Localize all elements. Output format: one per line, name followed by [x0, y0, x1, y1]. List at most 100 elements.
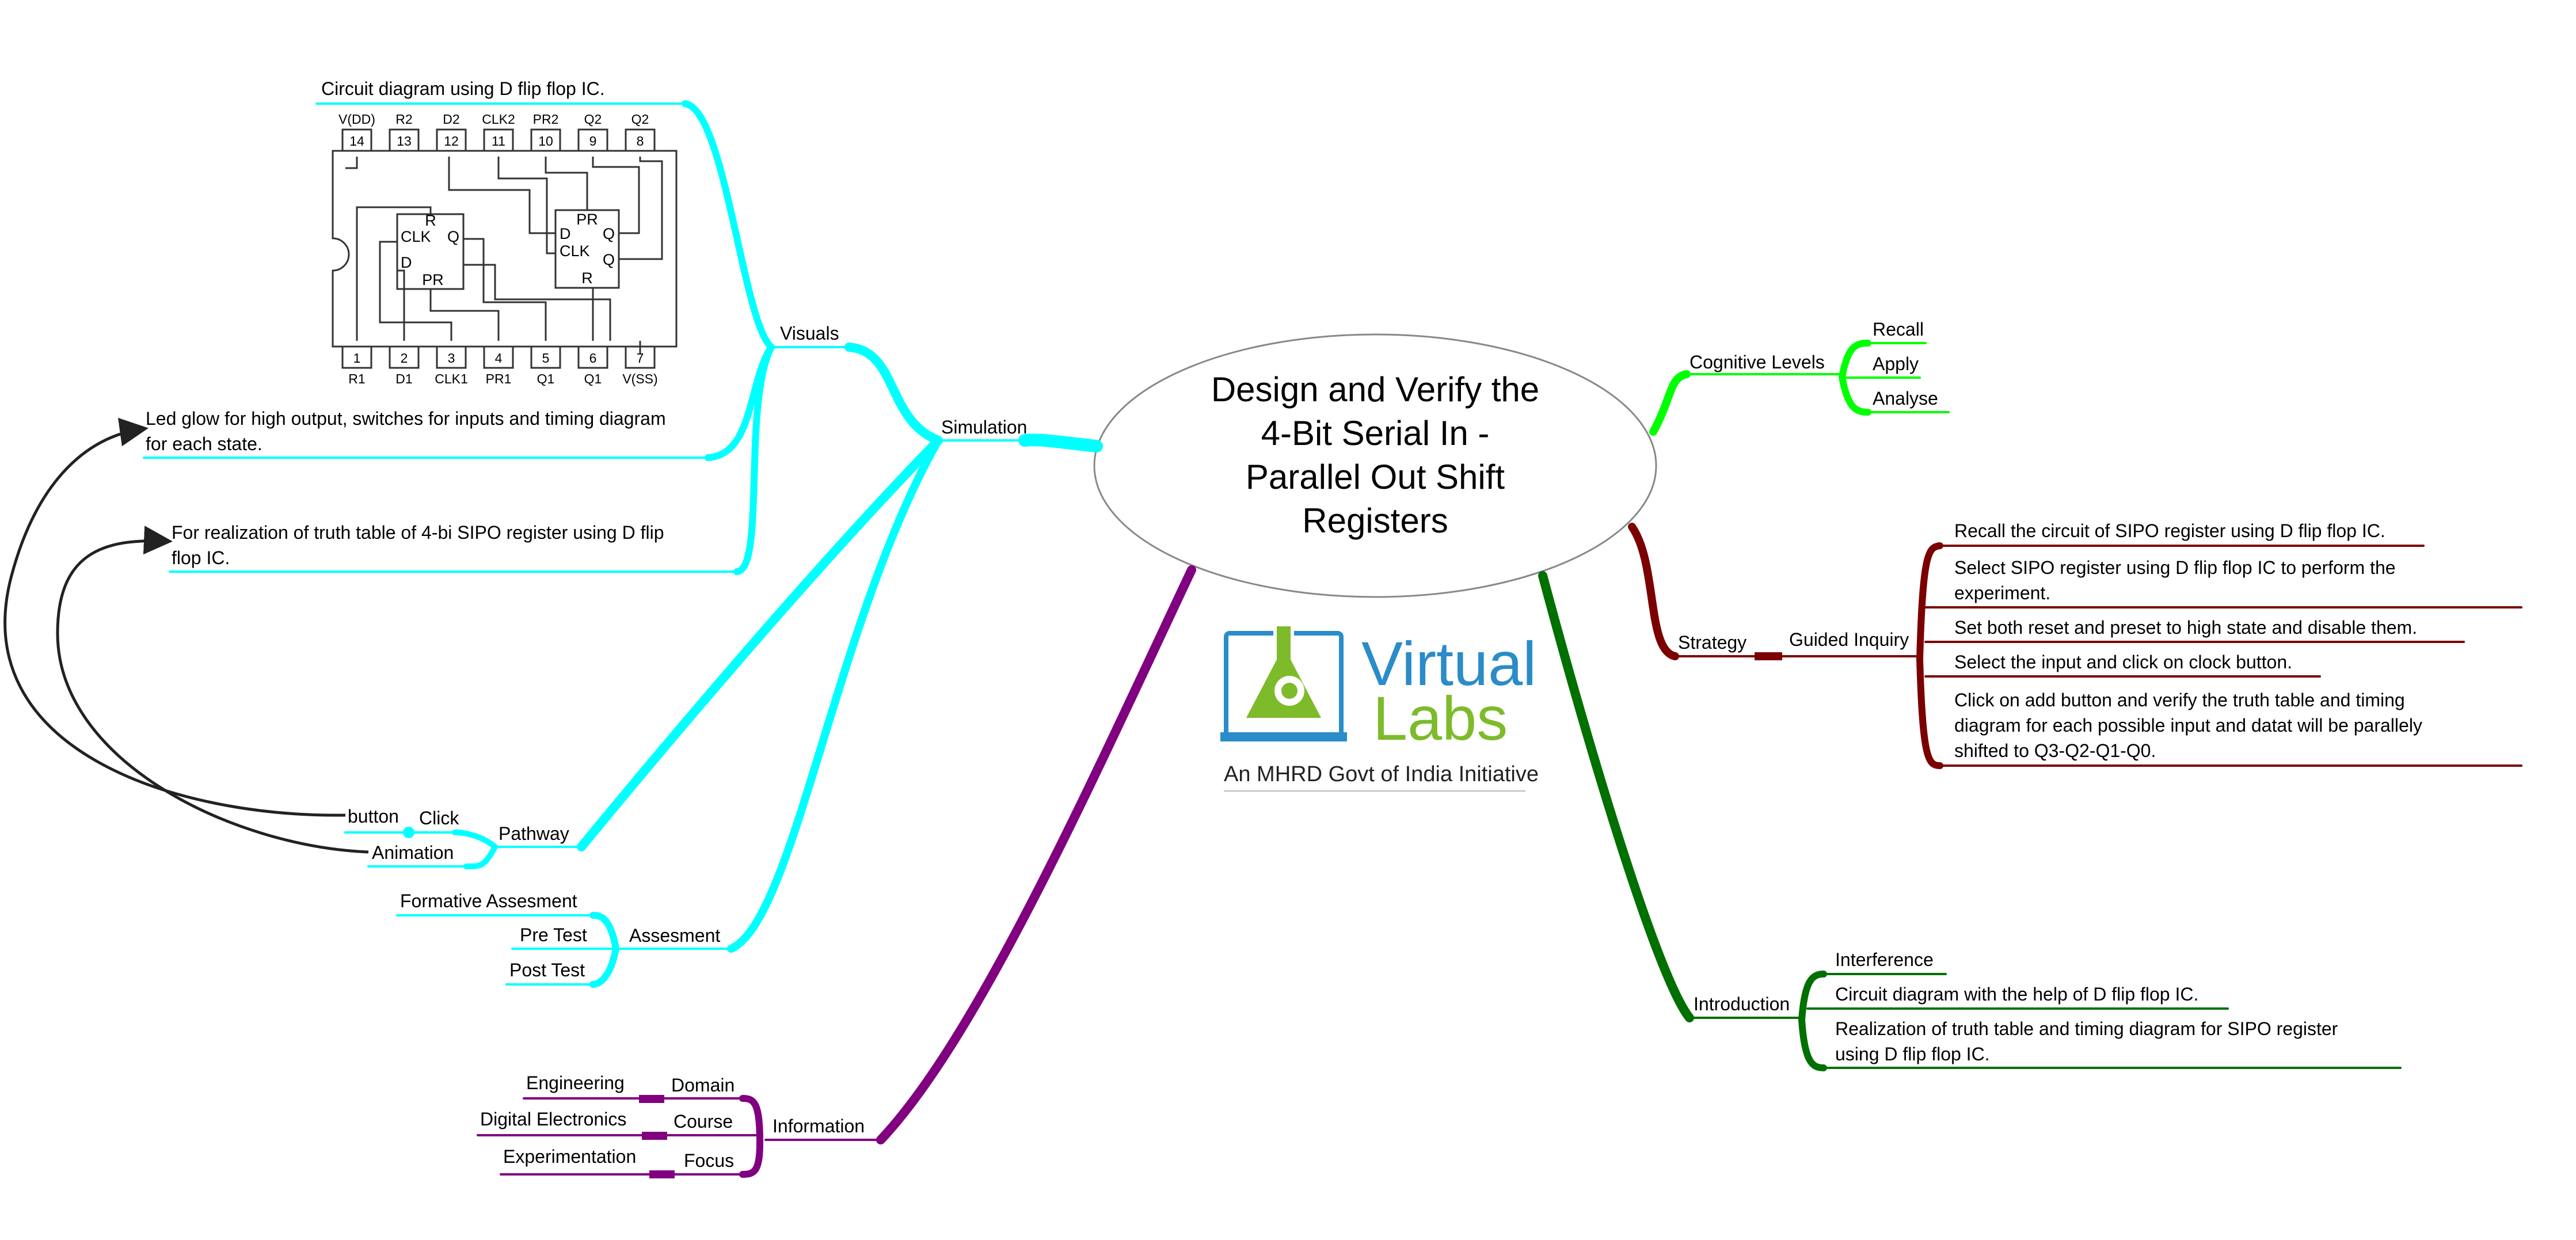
introduction-item-3-line-2[interactable]: using D flip flop IC.: [1835, 1044, 1990, 1064]
svg-text:Q2: Q2: [631, 112, 649, 127]
pathway-animation-label[interactable]: Animation: [372, 842, 454, 863]
assesment-item-post-test[interactable]: Post Test: [509, 960, 585, 980]
d-flip-flop-ic-diagram: [332, 128, 678, 369]
svg-text:6: 6: [589, 351, 597, 366]
svg-text:Q1: Q1: [584, 371, 602, 386]
svg-text:R: R: [581, 269, 593, 287]
introduction-item-1[interactable]: Interference: [1835, 949, 1934, 970]
strategy-item-2-line-1[interactable]: Select SIPO register using D flip flop I…: [1954, 557, 2396, 578]
information-course-label[interactable]: Course: [674, 1111, 733, 1132]
guided-inquiry-label[interactable]: Guided Inquiry: [1789, 629, 1909, 650]
pathway-click-label[interactable]: Click: [419, 808, 459, 828]
svg-text:CLK: CLK: [560, 242, 590, 260]
svg-text:D2: D2: [443, 112, 459, 127]
branch-strategy: [1628, 523, 2522, 769]
flask-laptop-icon: [1220, 623, 1347, 741]
visuals-item-2-line-2[interactable]: for each state.: [146, 433, 262, 454]
svg-text:V(SS): V(SS): [622, 371, 657, 386]
central-line-1: Design and Verify the: [1211, 370, 1539, 409]
strategy-item-4-line-1[interactable]: Select the input and click on clock butt…: [1954, 652, 2292, 672]
chip-pin-labels: V(DD) R2 D2 CLK2 PR2 Q2 Q2 14 13 12 11 1…: [338, 112, 658, 386]
svg-text:Q: Q: [603, 225, 615, 242]
svg-text:3: 3: [448, 351, 455, 366]
visuals-item-1-line-1[interactable]: Circuit diagram using D flip flop IC.: [321, 78, 605, 99]
svg-text:PR2: PR2: [533, 112, 559, 127]
svg-text:D1: D1: [395, 371, 412, 386]
svg-text:Q: Q: [447, 228, 459, 245]
svg-text:13: 13: [397, 134, 412, 149]
svg-text:V(DD): V(DD): [338, 112, 375, 127]
introduction-item-3-line-1[interactable]: Realization of truth table and timing di…: [1835, 1018, 2338, 1039]
central-ellipse: [1093, 333, 1657, 598]
visuals-item-2-line-1[interactable]: Led glow for high output, switches for i…: [146, 408, 666, 429]
svg-text:9: 9: [589, 134, 597, 149]
cognitive-item-apply[interactable]: Apply: [1873, 353, 1919, 374]
introduction-item-2[interactable]: Circuit diagram with the help of D flip …: [1835, 984, 2198, 1005]
svg-text:PR: PR: [422, 271, 444, 288]
visuals-item-3-line-1[interactable]: For realization of truth table of 4-bi S…: [172, 522, 664, 543]
svg-text:R1: R1: [348, 371, 365, 386]
visuals-label[interactable]: Visuals: [780, 323, 839, 344]
svg-text:8: 8: [637, 134, 644, 149]
information-domain-label[interactable]: Domain: [671, 1075, 735, 1096]
logo-word-1: Virtual: [1361, 629, 1536, 698]
strategy-item-1-line-1[interactable]: Recall the circuit of SIPO register usin…: [1954, 520, 2385, 541]
information-focus-value[interactable]: Experimentation: [503, 1146, 636, 1167]
pathway-connector-dot: [403, 827, 414, 838]
svg-text:Q: Q: [603, 251, 615, 268]
svg-text:Q1: Q1: [537, 371, 555, 386]
central-line-4: Registers: [1302, 501, 1448, 540]
introduction-label[interactable]: Introduction: [1694, 994, 1790, 1014]
svg-text:Q2: Q2: [584, 112, 602, 127]
assesment-item-pre-test[interactable]: Pre Test: [520, 925, 587, 945]
branch-cognitive: [1649, 340, 1950, 436]
information-label[interactable]: Information: [773, 1116, 865, 1136]
svg-text:CLK: CLK: [401, 228, 431, 245]
central-line-2: 4-Bit Serial In -: [1261, 414, 1490, 452]
branch-simulation: [143, 100, 1103, 988]
strategy-label[interactable]: Strategy: [1678, 632, 1746, 653]
strategy-item-5-line-1[interactable]: Click on add button and verify the truth…: [1954, 690, 2405, 710]
information-domain-value[interactable]: Engineering: [526, 1072, 625, 1093]
svg-text:PR: PR: [576, 211, 598, 228]
svg-text:R: R: [425, 212, 436, 229]
central-line-3: Parallel Out Shift: [1246, 458, 1505, 496]
strategy-item-5-line-3[interactable]: shifted to Q3-Q2-Q1-Q0.: [1954, 740, 2156, 761]
svg-text:5: 5: [542, 351, 550, 366]
cognitive-label[interactable]: Cognitive Levels: [1690, 352, 1825, 372]
svg-text:CLK2: CLK2: [482, 112, 515, 127]
svg-text:PR1: PR1: [486, 371, 512, 386]
information-course-value[interactable]: Digital Electronics: [480, 1109, 626, 1129]
cognitive-item-analyse[interactable]: Analyse: [1873, 388, 1938, 409]
central-topic[interactable]: Design and Verify the 4-Bit Serial In - …: [1093, 333, 1657, 598]
assesment-item-formative[interactable]: Formative Assesment: [400, 891, 577, 911]
svg-text:4: 4: [495, 351, 503, 366]
assesment-label[interactable]: Assesment: [629, 925, 720, 946]
branch-information: [477, 565, 1196, 1178]
strategy-item-5-line-2[interactable]: diagram for each possible input and data…: [1954, 715, 2422, 736]
simulation-label[interactable]: Simulation: [941, 417, 1027, 438]
svg-text:D: D: [560, 225, 571, 242]
cognitive-item-recall[interactable]: Recall: [1873, 319, 1924, 340]
svg-text:CLK1: CLK1: [435, 371, 468, 386]
logo-word-2: Labs: [1373, 683, 1508, 753]
visuals-item-3-line-2[interactable]: flop IC.: [172, 547, 230, 568]
svg-text:2: 2: [401, 351, 408, 366]
svg-text:D: D: [401, 254, 412, 271]
svg-text:12: 12: [444, 134, 459, 149]
svg-text:7: 7: [637, 351, 644, 366]
svg-text:1: 1: [353, 351, 361, 366]
information-focus-label[interactable]: Focus: [684, 1150, 734, 1171]
pathway-button-label[interactable]: button: [348, 806, 399, 827]
svg-text:10: 10: [538, 134, 553, 149]
svg-text:14: 14: [349, 134, 364, 149]
virtual-labs-logo: Virtual Labs An MHRD Govt of India Initi…: [1220, 623, 1539, 792]
pathway-label[interactable]: Pathway: [499, 823, 569, 844]
logo-tagline: An MHRD Govt of India Initiative: [1224, 762, 1539, 786]
svg-text:11: 11: [492, 134, 505, 149]
branch-introduction: [1538, 571, 2402, 1071]
cross-link-arrows: [3, 417, 369, 854]
strategy-item-2-line-2[interactable]: experiment.: [1954, 583, 2050, 603]
strategy-item-3-line-1[interactable]: Set both reset and preset to high state …: [1954, 617, 2417, 638]
